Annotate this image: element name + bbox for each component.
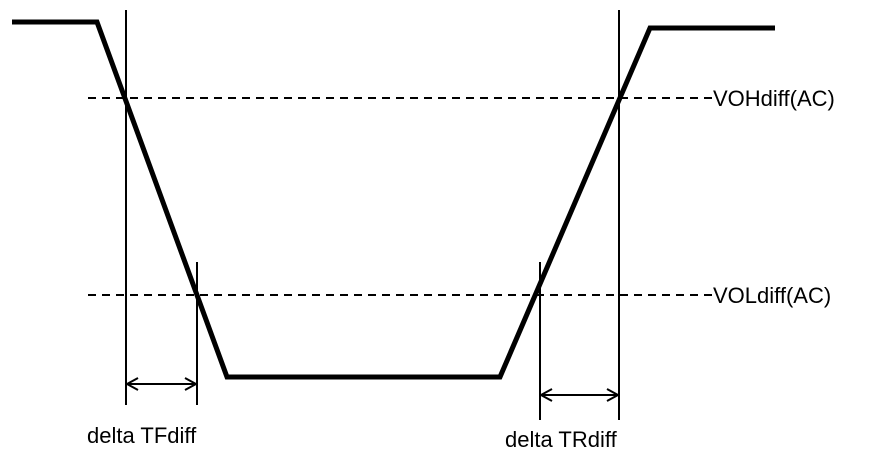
differential-waveform <box>12 19 775 380</box>
vol-level-label: VOLdiff(AC) <box>713 283 831 308</box>
fall-interval-label: delta TFdiff <box>87 423 197 448</box>
rise-interval-arrow <box>538 388 621 402</box>
rise-interval-label: delta TRdiff <box>505 427 618 452</box>
fall-interval-arrow <box>124 377 199 391</box>
voh-level-label: VOHdiff(AC) <box>713 86 835 111</box>
